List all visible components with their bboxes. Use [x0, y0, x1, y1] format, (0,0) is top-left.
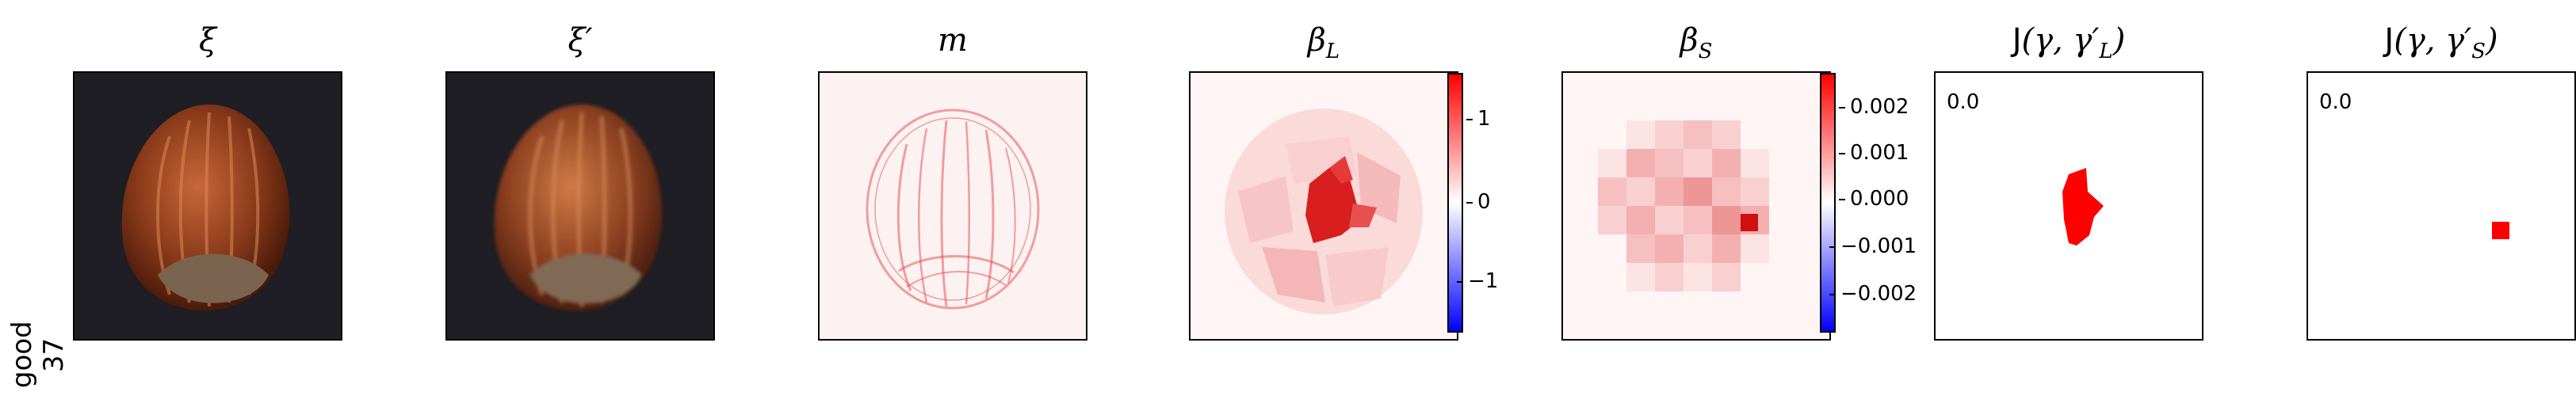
- panel-beta-s-title-main: β: [1680, 22, 1699, 59]
- beta-l-colorbar: [1447, 73, 1463, 333]
- panel-m-map: [818, 71, 1087, 341]
- panel-xi-prime-image: [445, 71, 715, 341]
- beta-s-tick: −0.002: [1829, 282, 1917, 306]
- panel-beta-s-title: βS: [1561, 22, 1831, 63]
- panel-j-s-title-close: ): [2485, 22, 2498, 59]
- panel-j-l-annotation: 0.0: [1947, 90, 1980, 114]
- panel-xi-prime-title: ξ′: [568, 22, 593, 59]
- beta-s-tick: 0.001: [1838, 141, 1909, 165]
- panel-xi-title: ξ: [198, 22, 217, 59]
- difference-map: [820, 73, 1086, 339]
- beta-s-tick: −0.001: [1829, 234, 1917, 258]
- beta-l-tick: 1: [1466, 107, 1491, 131]
- panel-j-l-title-args: (γ, γ′: [2021, 22, 2100, 59]
- panel-j-s-title-sub: S: [2471, 40, 2486, 63]
- row-label: good 37: [0, 143, 71, 388]
- j-l-mask: [2062, 168, 2104, 246]
- panel-j-s-annotation: 0.0: [2319, 90, 2352, 114]
- panel-beta-l-title-sub: L: [1325, 40, 1340, 63]
- panel-beta-l-map: [1189, 71, 1458, 341]
- beta-l-heatmap: [1191, 73, 1457, 339]
- panel-j-l-map: 0.0: [1934, 71, 2203, 341]
- panel-m-title: m: [938, 22, 968, 59]
- j-s-mask: [2492, 222, 2509, 239]
- panel-j-l-title-sub: L: [2099, 40, 2113, 63]
- panel-xi-image: [73, 71, 342, 341]
- panel-j-l-title-fn: J: [2012, 22, 2022, 59]
- panel-j-s-title-fn: J: [2384, 22, 2394, 59]
- row-label-index: 37: [38, 337, 70, 372]
- beta-s-heatmap: [1563, 73, 1829, 339]
- panel-beta-s-title-sub: S: [1698, 40, 1713, 63]
- panel-beta-s-map: [1561, 71, 1831, 341]
- panel-beta-l-title: βL: [1189, 22, 1458, 63]
- beta-l-tick: −1: [1456, 269, 1499, 293]
- hazelnut-reconstruction-image: [447, 73, 713, 339]
- panel-j-s-title: J(γ, γ′S): [2307, 22, 2576, 63]
- panel-beta-l-title-main: β: [1307, 22, 1326, 59]
- panel-j-s-title-args: (γ, γ′: [2394, 22, 2472, 59]
- beta-s-colorbar: [1820, 73, 1836, 333]
- panel-j-l-title: J(γ, γ′L): [1934, 22, 2203, 63]
- beta-l-tick: 0: [1466, 190, 1491, 214]
- panel-j-s-map: 0.0: [2307, 71, 2576, 341]
- beta-s-tick: 0.000: [1838, 187, 1909, 211]
- panel-j-l-title-close: ): [2112, 22, 2126, 59]
- hazelnut-image: [75, 73, 341, 339]
- row-label-class: good: [6, 321, 38, 388]
- beta-s-tick: 0.002: [1838, 95, 1909, 119]
